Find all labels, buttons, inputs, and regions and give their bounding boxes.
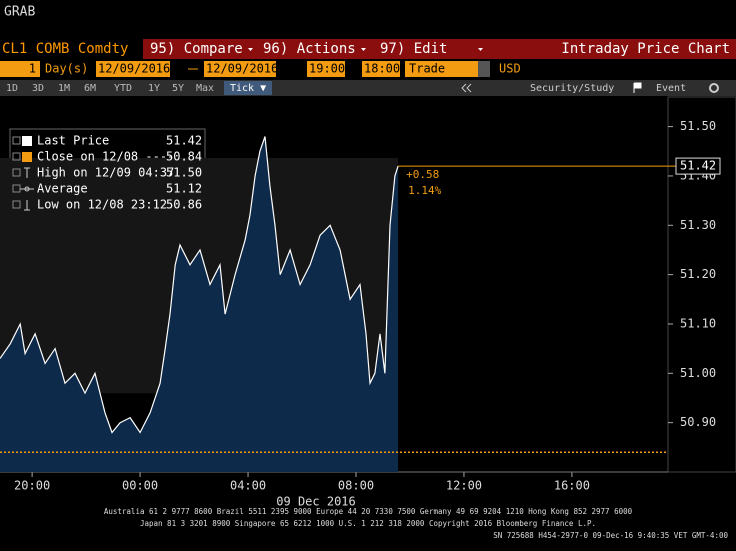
dropdown-arrow[interactable] (478, 48, 483, 51)
field-drop[interactable] (478, 61, 490, 77)
legend-icon (22, 152, 32, 162)
legend-name: Last Price (37, 134, 109, 148)
legend-icon (24, 200, 30, 211)
last-label: 51.42 (680, 159, 716, 173)
x-tick-label: 16:00 (554, 479, 590, 493)
range-button[interactable]: Max (196, 83, 214, 94)
footer-line: Japan 81 3 3201 8900 Singapore 65 6212 1… (140, 519, 596, 528)
y-tick-label: 51.10 (680, 316, 716, 330)
tool-button[interactable]: Event (656, 83, 686, 94)
footer-line: SN 725688 H454-2977-0 09-Dec-16 9:40:35 … (493, 531, 728, 540)
toolbar-currency: USD (499, 62, 521, 76)
tick-button-bg[interactable] (224, 81, 272, 95)
legend-check[interactable] (12, 168, 21, 177)
menu-item[interactable]: 95) Compare (150, 41, 243, 57)
field-box[interactable] (307, 61, 345, 77)
toolbar-start-date[interactable]: 12/09/2016 (98, 62, 170, 76)
y-tick-label: 50.90 (680, 415, 716, 429)
change: +0.58 (406, 168, 439, 181)
field-box[interactable] (362, 61, 400, 77)
dropdown-arrow[interactable] (248, 48, 253, 51)
x-tick-label: 04:00 (230, 479, 266, 493)
change-pct: 1.14% (408, 184, 441, 197)
legend-value: 51.12 (166, 182, 202, 196)
dropdown-arrow[interactable] (361, 48, 366, 51)
legend-name: Average (37, 182, 88, 196)
range-button[interactable]: 1M (58, 83, 70, 94)
range-button[interactable]: 5Y (172, 83, 184, 94)
tool-button[interactable]: Security/Study (530, 83, 614, 94)
security[interactable]: CL1 COMB Comdty (2, 41, 128, 57)
legend-check[interactable] (12, 152, 21, 161)
legend-icon (24, 167, 30, 178)
price-line (0, 136, 399, 434)
field-box[interactable] (405, 61, 490, 77)
field-box[interactable] (0, 61, 40, 77)
legend-value: 51.42 (166, 134, 202, 148)
app-title: GRAB (4, 5, 35, 20)
price-area (0, 136, 399, 472)
range-button[interactable]: 1D (6, 83, 18, 94)
menu-item[interactable]: 97) Edit (380, 41, 447, 57)
toolbar-end-time[interactable]: 18:00 (364, 62, 400, 76)
field-box[interactable] (96, 61, 170, 77)
legend-check[interactable] (12, 200, 21, 209)
legend-check[interactable] (12, 136, 21, 145)
legend-icon (22, 136, 32, 146)
range-button[interactable]: 3D (32, 83, 44, 94)
x-tick-label: 12:00 (446, 479, 482, 493)
y-tick-label: 51.20 (680, 267, 716, 281)
legend-name: Low on 12/08 23:12 (37, 198, 167, 212)
range-button[interactable]: 6M (84, 83, 96, 94)
toolbar-start-time[interactable]: 19:00 (309, 62, 345, 76)
menu-bar (143, 39, 736, 59)
footer-line: Australia 61 2 9777 8600 Brazil 5511 239… (104, 507, 633, 516)
legend-value: 50.84 (166, 150, 202, 164)
last-box (675, 157, 721, 175)
toolbar-period[interactable]: 1 (29, 62, 36, 76)
page-title: Intraday Price Chart (561, 41, 730, 57)
toolbar-unit: Day(s) (45, 62, 88, 76)
legend-value: 51.50 (166, 166, 202, 180)
y-tick-label: 51.30 (680, 218, 716, 232)
range-bar (0, 80, 736, 96)
toolbar-field[interactable]: Trade (409, 62, 445, 76)
event-icon[interactable] (633, 82, 642, 93)
x-tick-label: 08:00 (338, 479, 374, 493)
range-button[interactable]: 1Y (148, 83, 160, 94)
settings-icon[interactable] (709, 83, 719, 93)
x-tick-label: 00:00 (122, 479, 158, 493)
field-box[interactable] (204, 61, 276, 77)
legend-icon (20, 186, 34, 192)
menu-item[interactable]: 96) Actions (263, 41, 356, 57)
toolbar-end-date[interactable]: 12/09/2016 (206, 62, 278, 76)
collapse-icon[interactable] (461, 83, 472, 93)
x-tick-label: 20:00 (14, 479, 50, 493)
y-tick-label: 51.00 (680, 366, 716, 380)
y-tick-label: 51.50 (680, 119, 716, 133)
legend-value: 50.86 (166, 198, 202, 212)
legend-name: Close on 12/08 ---- (37, 150, 174, 164)
legend-name: High on 12/09 04:37 (37, 166, 174, 180)
tick-button[interactable]: Tick ▼ (230, 83, 266, 94)
date-label: 09 Dec 2016 (276, 495, 355, 509)
range-button[interactable]: YTD (114, 83, 132, 94)
